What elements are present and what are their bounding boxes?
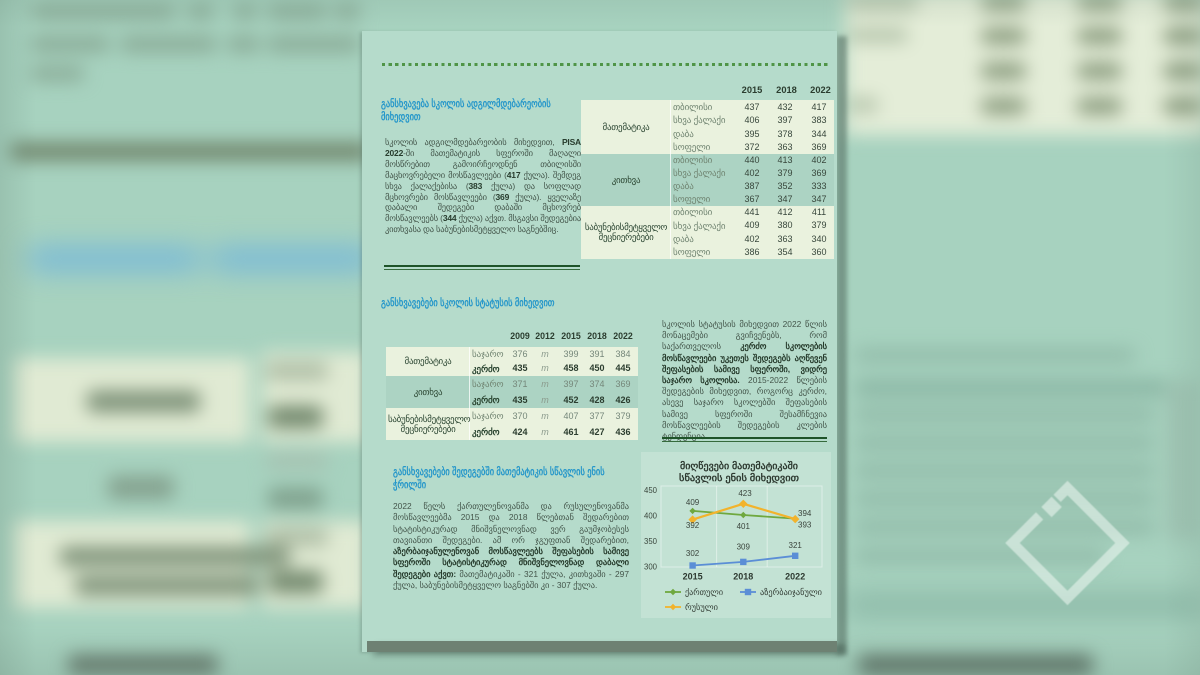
svg-text:ქართული: ქართული bbox=[685, 587, 724, 598]
svg-text:423: 423 bbox=[738, 489, 752, 498]
svg-text:400: 400 bbox=[644, 512, 658, 521]
svg-text:300: 300 bbox=[644, 563, 658, 572]
svg-text:350: 350 bbox=[644, 537, 658, 546]
svg-text:რუსული: რუსული bbox=[685, 602, 719, 613]
svg-text:450: 450 bbox=[644, 486, 658, 495]
svg-text:393: 393 bbox=[798, 521, 812, 530]
svg-text:394: 394 bbox=[798, 509, 812, 518]
svg-text:302: 302 bbox=[686, 549, 700, 558]
svg-text:სწავლის ენის მიხედვით: სწავლის ენის მიხედვით bbox=[679, 472, 799, 484]
svg-text:401: 401 bbox=[737, 522, 751, 531]
svg-text:409: 409 bbox=[686, 498, 700, 507]
svg-text:309: 309 bbox=[737, 543, 751, 552]
svg-text:მიღწევები მათემატიკაში: მიღწევები მათემატიკაში bbox=[680, 460, 798, 472]
svg-text:2018: 2018 bbox=[733, 572, 753, 582]
svg-text:2022: 2022 bbox=[785, 572, 805, 582]
svg-text:2015: 2015 bbox=[683, 572, 703, 582]
svg-text:321: 321 bbox=[789, 541, 803, 550]
svg-text:აზერბაიჯანული: აზერბაიჯანული bbox=[760, 587, 823, 598]
svg-text:392: 392 bbox=[686, 521, 700, 530]
